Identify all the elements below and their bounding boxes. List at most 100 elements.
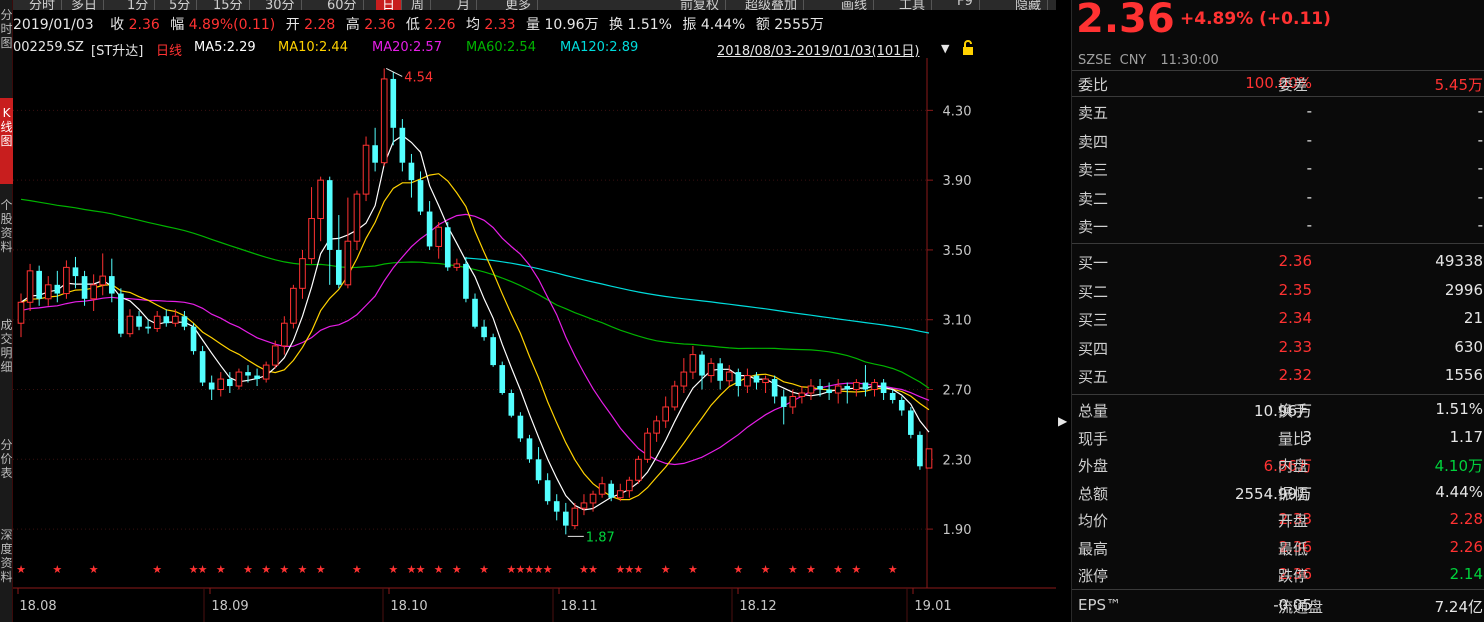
candle-body (435, 226, 442, 247)
candle-body (153, 315, 161, 329)
ma120-label: MA120:2.89 (560, 40, 639, 55)
ask-row-value: - (1306, 216, 1312, 234)
quote-line: 2019/01/03 收 2.36 幅 4.89%(0.11) 开 2.28 高… (13, 14, 1056, 36)
candle-body (889, 393, 896, 400)
stock-code: 002259.SZ (13, 40, 84, 55)
toolbar-tab-6[interactable]: 60分 (321, 0, 364, 10)
bid-row-label: 买四 (1078, 339, 1109, 358)
date-range[interactable]: 2018/08/03-2019/01/03(101日) (717, 44, 920, 59)
side-tab-5[interactable]: 深度资料 (0, 528, 13, 584)
candle-body (780, 396, 787, 407)
candle-body (217, 378, 225, 391)
open-value: 2.28 (304, 17, 336, 33)
toolbar-tab-0[interactable]: 分时 (23, 0, 63, 10)
bid-row-label: 买一 (1078, 254, 1109, 272)
toolbar-tab-12[interactable]: 超级叠加 (739, 0, 805, 10)
stat-row-label: 总量 (1078, 402, 1109, 420)
candle-body (771, 379, 778, 397)
candle-body (72, 267, 79, 277)
quote-date: 2019/01/03 (13, 17, 94, 33)
side-tab-1[interactable]: K线图 (0, 98, 13, 184)
weibi-row: 委比 100.00% 委差 5.45万 (1078, 70, 1484, 96)
toolbar-tab-3[interactable]: 5分 (163, 0, 198, 10)
side-tab-strip: 分时图 K线图个股资料成交明细分价表深度资料 (0, 0, 13, 622)
toolbar-tab-8[interactable]: 周 (405, 0, 432, 10)
candle-body (254, 375, 260, 380)
stat-row-label: 现手 (1078, 429, 1109, 448)
y-tick-label: 2.70 (943, 384, 972, 399)
candle-body (227, 379, 233, 387)
side-tab-3[interactable]: 成交明细 (0, 318, 13, 374)
candle-body (399, 127, 406, 163)
toolbar-tab-14[interactable]: 工具 (893, 0, 933, 10)
bid-row-value: 2.36 (1278, 252, 1312, 270)
signal-star-icon: ★ (152, 563, 162, 576)
avg-label: 均 (465, 17, 480, 33)
bid-row-label: 买三 (1078, 311, 1109, 329)
bid-row-value: 2.33 (1278, 337, 1312, 356)
signal-star-icon: ★ (534, 563, 544, 576)
ma-legend: 002259.SZ [ST升达] 日线 MA5:2.29 MA10:2.44 M… (13, 40, 1056, 60)
candle-body (589, 493, 597, 504)
divider (1072, 394, 1484, 395)
dropdown-arrow-icon[interactable]: ▼ (941, 42, 950, 55)
expand-arrow-icon[interactable]: ▶ (1058, 414, 1068, 428)
signal-star-icon: ★ (615, 563, 625, 576)
avg-value: 2.33 (484, 17, 516, 33)
toolbar-tab-9[interactable]: 月 (451, 0, 478, 10)
signal-star-icon: ★ (806, 563, 816, 576)
price-change: +4.89% (+0.11) (1180, 9, 1331, 29)
y-tick-label: 3.50 (943, 244, 972, 259)
toolbar-tab-16[interactable]: 隐藏 (1009, 0, 1049, 10)
change-value: 4.89%(0.11) (188, 17, 276, 33)
toolbar-tab-13[interactable]: 画线 (835, 0, 875, 10)
toolbar-tab-4[interactable]: 15分 (207, 0, 250, 10)
lock-icon[interactable] (961, 40, 975, 60)
stat-row-value2: 2.28 (1449, 510, 1483, 528)
stat-row: 最高 2.36 最低 2.26 (1078, 534, 1484, 560)
toolbar-tab-10[interactable]: 更多 (499, 0, 539, 10)
toolbar-tab-7[interactable]: 日 (376, 0, 403, 10)
toolbar-tab-2[interactable]: 1分 (121, 0, 156, 10)
stat-row-label2: 开盘 (1278, 512, 1309, 530)
candle-body (580, 502, 588, 509)
candle-body (408, 162, 415, 181)
toolbar-tab-15[interactable]: F9 (951, 0, 980, 10)
ma10-line (20, 173, 930, 501)
stat-row-value2: 1.51% (1435, 400, 1483, 418)
candle-body (453, 263, 461, 268)
signal-star-icon: ★ (661, 563, 671, 576)
stat-row-label: 涨停 (1078, 567, 1109, 585)
signal-star-icon: ★ (579, 563, 589, 576)
signal-star-icon: ★ (279, 563, 289, 576)
toolbar-tab-5[interactable]: 30分 (259, 0, 302, 10)
kline-chart[interactable]: 4.30 3.90 3.50 3.10 2.70 2.30 1.90 18.08 18.09 18… (13, 58, 1056, 622)
candle-body (344, 240, 352, 286)
candle-body (908, 410, 914, 435)
side-tab-4[interactable]: 分价表 (0, 438, 13, 480)
high-label: 高 (345, 17, 360, 33)
toolbar-tab-11[interactable]: 前复权 (674, 0, 727, 10)
ma60-label: MA60:2.54 (466, 40, 536, 55)
signal-star-icon: ★ (588, 563, 598, 576)
amount-label: 额 (755, 17, 770, 33)
amplitude-label: 振 (682, 17, 697, 33)
signal-star-icon: ★ (833, 563, 843, 576)
candle-body (136, 316, 142, 327)
bid-row-value2: 21 (1463, 309, 1483, 327)
amplitude-value: 4.44% (700, 17, 746, 33)
side-tab-2[interactable]: 个股资料 (0, 198, 13, 254)
bid-row-value2: 2996 (1444, 280, 1483, 299)
stat-row-value2: 2.26 (1449, 537, 1483, 556)
period-label[interactable]: 日线 (156, 44, 183, 59)
toolbar-tab-1[interactable]: 多日 (65, 0, 105, 10)
candle-body (717, 363, 723, 381)
x-tick-label: 18.08 (19, 599, 56, 614)
stat-row: 总量 10.96万 换手 1.51% (1078, 396, 1484, 422)
bid-row-value: 2.34 (1278, 309, 1312, 327)
side-tab-0[interactable]: 分时图 (0, 8, 13, 50)
candle-body (707, 362, 715, 377)
candle-body (689, 354, 697, 373)
y-tick-label: 3.90 (943, 174, 972, 189)
stat-row-value2: 4.44% (1435, 482, 1483, 501)
